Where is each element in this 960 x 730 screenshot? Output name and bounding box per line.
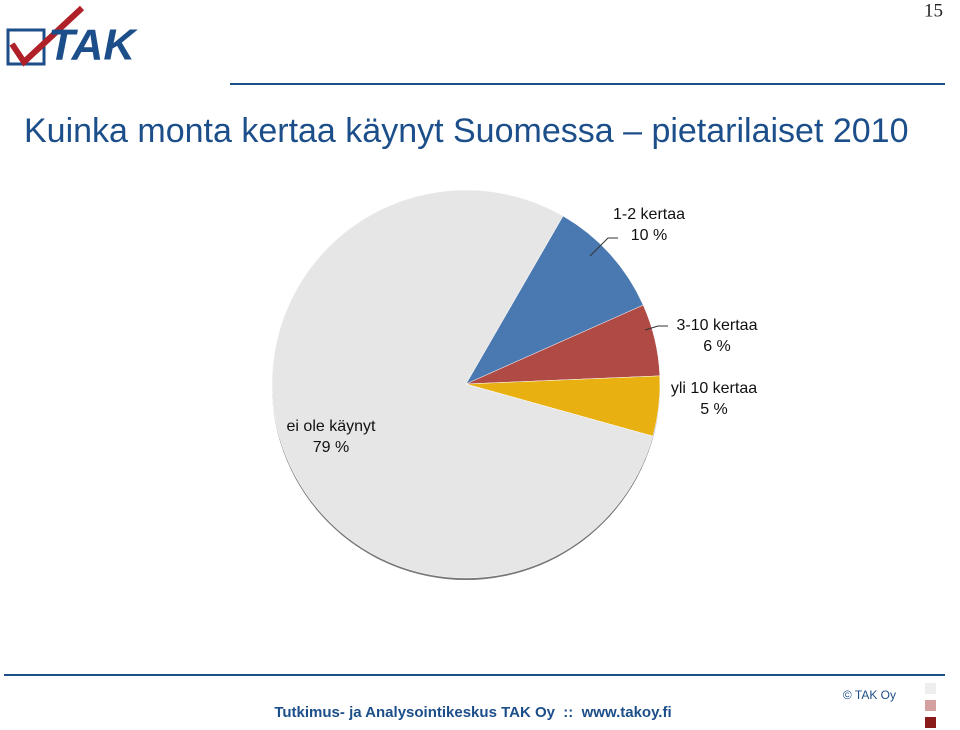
deco-square (925, 700, 936, 711)
slice-label: yli 10 kertaa (671, 380, 757, 397)
copyright: © TAK Oy (843, 688, 896, 702)
leader-line (644, 325, 668, 331)
pie: 1-2 kertaa 10 % 3-10 kertaa 6 % yli 10 kerta… (271, 189, 758, 580)
chart-title: Kuinka monta kertaa käynyt Suomessa – pi… (24, 112, 909, 150)
footer-text: Tutkimus- ja Analysointikeskus TAK Oy ::… (274, 704, 671, 721)
logo-text: TAK (48, 21, 138, 70)
deco-square (925, 683, 936, 694)
slice-label: 3-10 kertaa (677, 317, 758, 334)
slice-value-label: 10 % (631, 227, 667, 244)
slice-value-label: 5 % (700, 401, 728, 418)
slice-label: ei ole käynyt (287, 418, 376, 435)
leader-line (589, 237, 618, 257)
slice-label: 1-2 kertaa (613, 206, 685, 223)
pie-slice (465, 215, 644, 385)
slice-value-label: 6 % (703, 338, 731, 355)
page-number: 15 (924, 0, 943, 21)
deco-square (925, 717, 936, 728)
logo-check (9, 5, 85, 67)
logo: TAK (6, 5, 138, 70)
pie-slice (271, 189, 654, 579)
slice-value-label: 79 % (313, 439, 349, 456)
